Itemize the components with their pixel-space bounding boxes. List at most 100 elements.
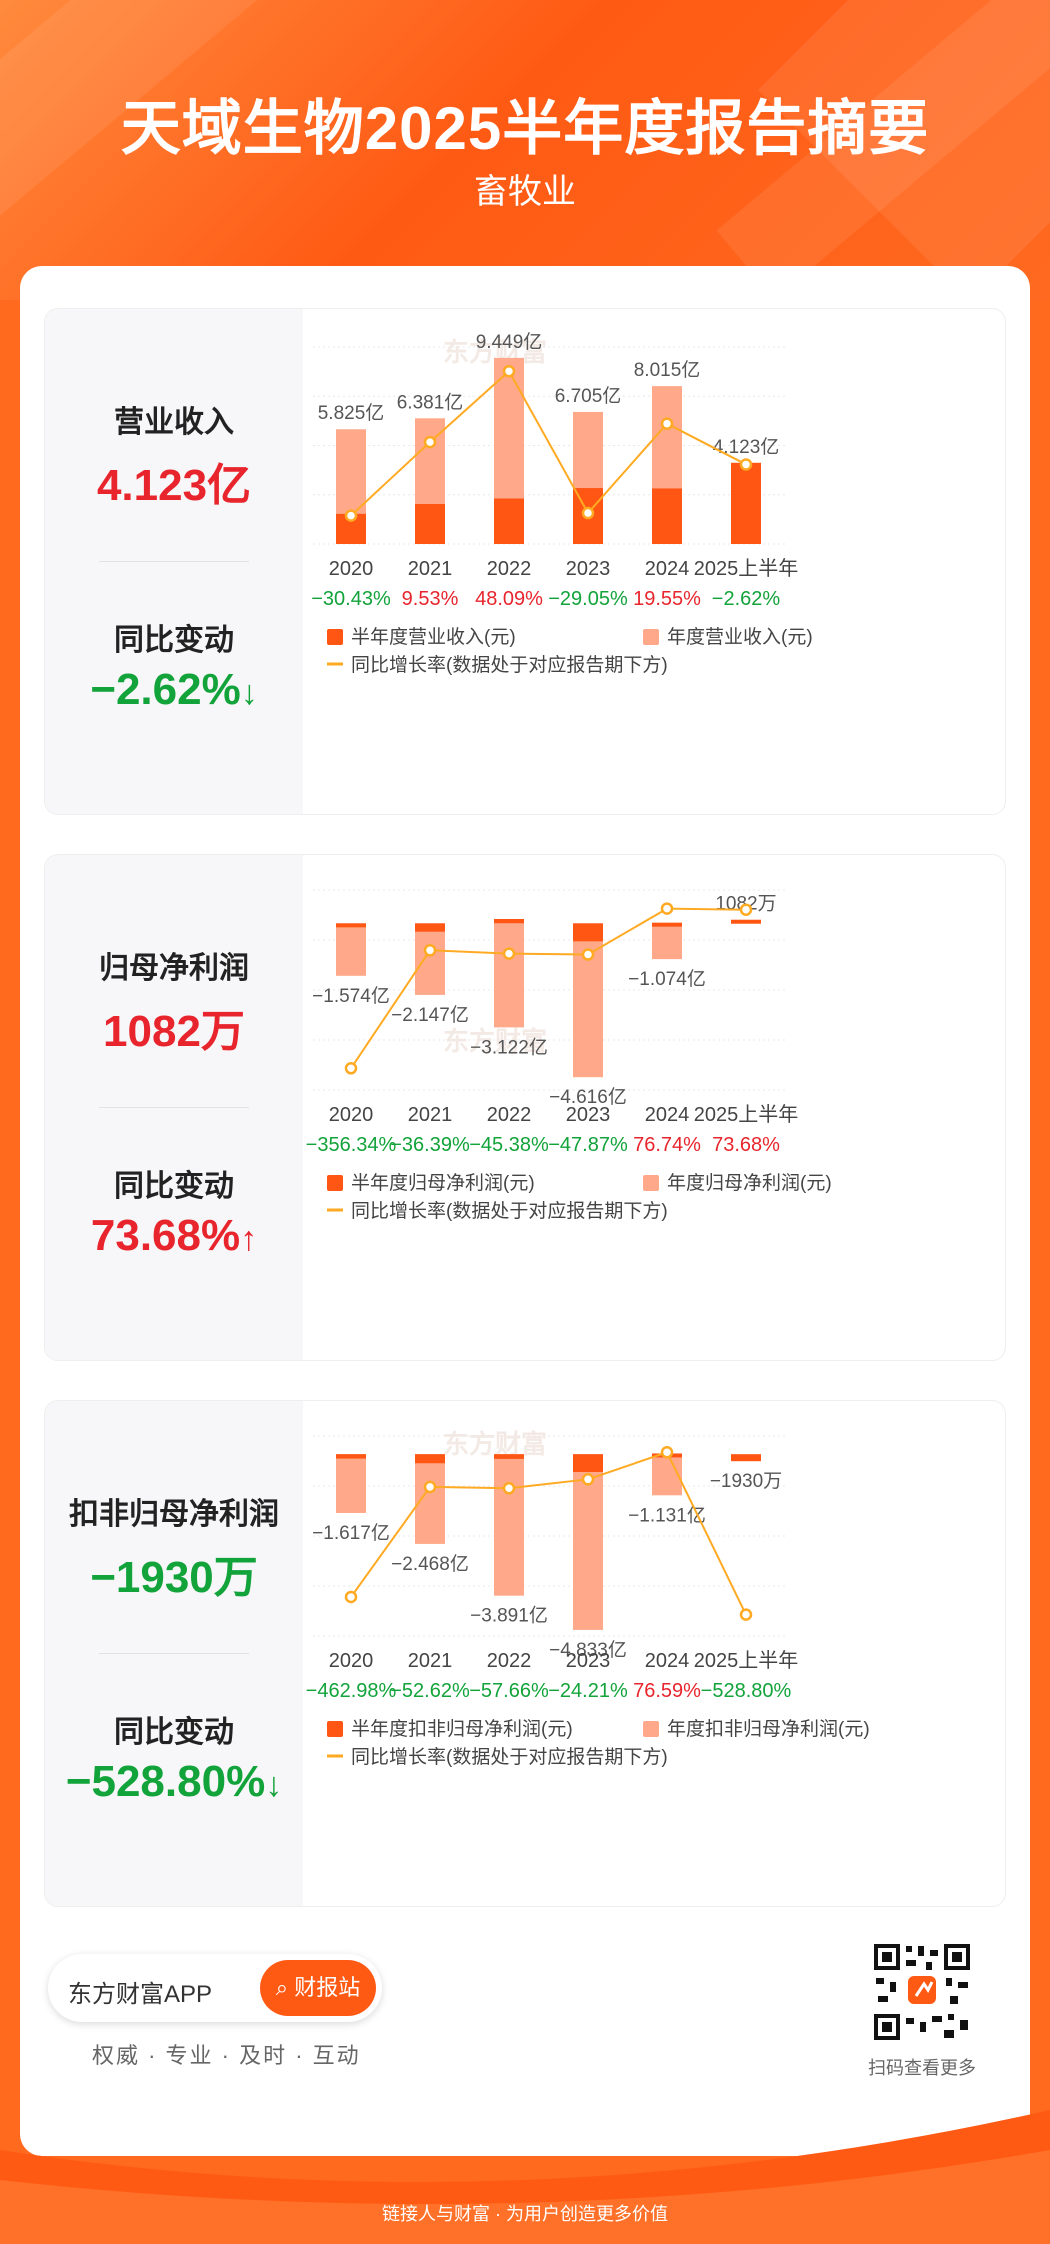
legend-swatch-half (327, 1721, 343, 1737)
growth-label: −45.38% (469, 1134, 549, 1156)
revenue-panel: 营业收入 4.123亿 同比变动 −2.62%↓ 东方财富 5.825亿 2020−… (44, 308, 1006, 815)
half-year-bar (731, 462, 761, 544)
growth-line (350, 369, 747, 517)
net-profit-panel: 归母净利润 1082万 同比变动 73.68%↑ 东方财富 −1.574亿 2020… (44, 854, 1006, 1361)
annual-bar (336, 923, 366, 976)
arrow-up-icon: ↑ (240, 1220, 258, 1258)
bar-value-label: −2.147亿 (391, 1004, 469, 1026)
half-year-bar (415, 504, 445, 544)
revenue-chart: 东方财富5.825亿2020−30.43%6.381亿20219.53%9.44… (311, 331, 812, 676)
legend-half: 半年度扣非归母净利润(元) (351, 1718, 573, 1740)
legend-swatch-annual (643, 1721, 659, 1737)
bar-value-label: −1.074亿 (628, 968, 706, 990)
change-label: 同比变动 (114, 1170, 234, 1203)
change-value-row: −2.62%↓ (45, 665, 303, 715)
watermark: 东方财富 (443, 1026, 547, 1056)
change-value-row: 73.68%↑ (45, 1211, 303, 1261)
growth-label: −24.21% (548, 1680, 628, 1702)
growth-point (660, 1446, 674, 1459)
legend-line: 同比增长率(数据处于对应报告期下方) (351, 1746, 668, 1768)
category-label: 2022 (487, 1650, 532, 1672)
growth-point (502, 364, 516, 378)
annual-bar (494, 923, 524, 1028)
divider (99, 1653, 249, 1654)
divider (99, 1107, 249, 1108)
annual-bar (415, 923, 445, 995)
growth-label: 76.59% (633, 1680, 701, 1702)
growth-point (739, 1608, 753, 1621)
arrow-down-icon: ↓ (240, 674, 258, 712)
bar-value-label: −3.122亿 (470, 1036, 548, 1058)
half-year-bar (573, 923, 603, 942)
deducted-profit-chart: 东方财富 −1.617亿 2020 −462.98% −2.468亿 2021 −52.62… (306, 1429, 870, 1768)
net-profit-chart: 东方财富 −1.574亿 2020 −356.34% −2.147亿 2021 −36.39… (306, 889, 832, 1222)
bar-value-label: −4.616亿 (549, 1086, 627, 1108)
growth-label: −47.87% (548, 1134, 628, 1156)
metric-value: 4.123亿 (96, 461, 252, 510)
legend-line: 同比增长率(数据处于对应报告期下方) (351, 1200, 668, 1222)
half-year-bar (494, 1454, 524, 1459)
category-label: 2025上半年 (694, 1649, 799, 1672)
half-year-bar (336, 923, 366, 928)
legend-annual: 年度扣非归母净利润(元) (667, 1718, 870, 1740)
bar-value-label: −1.574亿 (312, 985, 390, 1007)
report-title: 天域生物2025半年度报告摘要 (120, 95, 930, 162)
growth-point (581, 948, 595, 961)
growth-label: −462.98% (306, 1680, 397, 1702)
bar-value-label: 4.123亿 (713, 436, 780, 458)
growth-label: −52.62% (390, 1680, 470, 1702)
growth-point (660, 902, 674, 915)
growth-label: −36.39% (390, 1134, 470, 1156)
bar-value-label: −1930万 (710, 1471, 782, 1492)
half-year-bar (731, 1454, 761, 1462)
change-value: 73.68% (90, 1211, 241, 1260)
half-year-bar (494, 498, 524, 544)
bar-value-label: −2.468亿 (391, 1553, 469, 1575)
legend-annual: 年度归母净利润(元) (667, 1172, 832, 1194)
growth-label: 48.09% (475, 588, 543, 610)
category-label: 2021 (408, 1104, 453, 1126)
qr-code[interactable] (872, 1942, 972, 2042)
growth-label: −2.62% (712, 588, 781, 610)
footer-tagline: 链接人与财富 · 为用户创造更多价值 (382, 2204, 668, 2224)
legend-swatch-annual (643, 1175, 659, 1191)
growth-point (660, 417, 674, 430)
legend-swatch-half (327, 1175, 343, 1191)
report-station-button[interactable]: ⌕ 财报站 (260, 1960, 376, 2016)
bar-value-label: 9.449亿 (476, 331, 543, 353)
growth-label: 73.68% (712, 1134, 780, 1156)
growth-point (739, 458, 753, 471)
growth-label: −356.34% (306, 1134, 397, 1156)
half-year-bar (336, 1454, 366, 1459)
half-year-bar (652, 922, 682, 927)
bar-value-label: 8.015亿 (634, 359, 701, 381)
growth-point (502, 1482, 516, 1495)
deducted-profit-panel: 扣非归母净利润 −1930万 同比变动 −528.80%↓ 东方财富 −1.617… (44, 1400, 1006, 1907)
industry-subtitle: 畜牧业 (474, 173, 576, 211)
category-label: 2021 (408, 558, 453, 580)
annual-bar (336, 1454, 366, 1513)
legend-swatch-annual (643, 629, 659, 645)
half-year-bar (415, 1454, 445, 1464)
arrow-down-icon: ↓ (265, 1766, 283, 1804)
metric-label: 营业收入 (114, 406, 234, 439)
category-label: 2020 (329, 1650, 374, 1672)
growth-line (350, 907, 747, 1069)
bar-value-label: −1.131亿 (628, 1504, 706, 1526)
growth-point (344, 1062, 358, 1075)
growth-point (423, 435, 437, 449)
half-year-bar (573, 1454, 603, 1472)
growth-label: 76.74% (633, 1134, 701, 1156)
growth-label: −29.05% (548, 588, 628, 610)
bar-value-label: −3.891亿 (470, 1605, 548, 1627)
growth-label: 9.53% (402, 588, 459, 610)
category-label: 2023 (566, 1104, 611, 1126)
half-year-bar (652, 488, 682, 544)
app-promo[interactable]: 东方财富APP ⌕ 财报站 (48, 1954, 382, 2022)
growth-point (581, 506, 595, 520)
report-station-label: 财报站 (294, 1975, 361, 2000)
half-year-bar (731, 919, 761, 924)
growth-label: 19.55% (633, 588, 701, 610)
metric-label: 归母净利润 (99, 952, 249, 985)
half-year-bar (494, 919, 524, 924)
